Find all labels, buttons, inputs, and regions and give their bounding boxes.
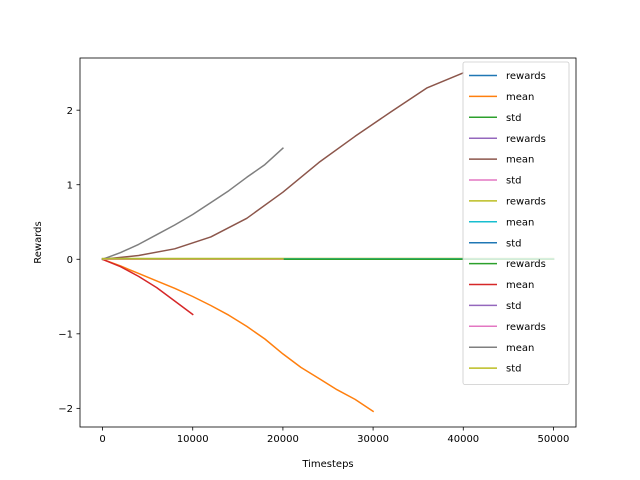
legend-entry: std [469, 364, 521, 375]
y-tick-label: −1 [58, 329, 73, 340]
y-tick-label: 1 [67, 180, 73, 191]
legend-label: std [506, 238, 521, 249]
y-tick-label: −2 [58, 404, 73, 415]
y-tick-label: 0 [67, 255, 73, 266]
legend-entry: std [469, 113, 521, 124]
legend-label: mean [506, 155, 534, 166]
legend-entry: rewards [469, 322, 546, 333]
legend-entry: mean [469, 280, 534, 291]
series-line-mean-14 [101, 147, 284, 261]
legend-entry: rewards [469, 134, 546, 145]
legend-label: rewards [506, 197, 546, 208]
legend-entry: std [469, 238, 521, 249]
legend-label: rewards [506, 322, 546, 333]
y-tick-label: 2 [67, 106, 73, 117]
legend-label: mean [506, 217, 534, 228]
x-tick-label: 30000 [357, 434, 389, 445]
legend-label: mean [506, 343, 534, 354]
legend-label: std [506, 364, 521, 375]
x-tick-label: 20000 [267, 434, 299, 445]
x-tick-label: 0 [99, 434, 105, 445]
legend-entry: mean [469, 217, 534, 228]
legend-label: std [506, 176, 521, 187]
legend-entry: rewards [469, 71, 546, 82]
legend: rewards mean std rewards mean std rewards mean s… [462, 61, 570, 385]
legend-label: rewards [506, 259, 546, 270]
x-axis: 0 10000 20000 30000 40000 50000 [99, 427, 569, 445]
series-line-mean-11 [101, 258, 194, 316]
legend-entry: mean [469, 155, 534, 166]
legend-label: mean [506, 92, 534, 103]
legend-entry: std [469, 176, 521, 187]
legend-entry: rewards [469, 259, 546, 270]
series-line-mean-5 [101, 71, 465, 261]
legend-entry: mean [469, 343, 534, 354]
legend-box [462, 61, 570, 385]
legend-label: std [506, 301, 521, 312]
series-line-mean-2 [101, 258, 375, 413]
plot-area-frame [79, 57, 577, 428]
x-tick-label: 10000 [177, 434, 209, 445]
x-axis-label: Timesteps [301, 459, 353, 470]
y-axis-label: Rewards [33, 221, 44, 263]
legend-label: rewards [506, 71, 546, 82]
x-tick-label: 40000 [447, 434, 479, 445]
legend-entry: mean [469, 92, 534, 103]
legend-entry: rewards [469, 197, 546, 208]
legend-label: mean [506, 280, 534, 291]
y-axis: −2 −1 0 1 2 [58, 106, 80, 415]
legend-label: std [506, 113, 521, 124]
legend-label: rewards [506, 134, 546, 145]
x-tick-label: 50000 [538, 434, 570, 445]
legend-entry: std [469, 301, 521, 312]
